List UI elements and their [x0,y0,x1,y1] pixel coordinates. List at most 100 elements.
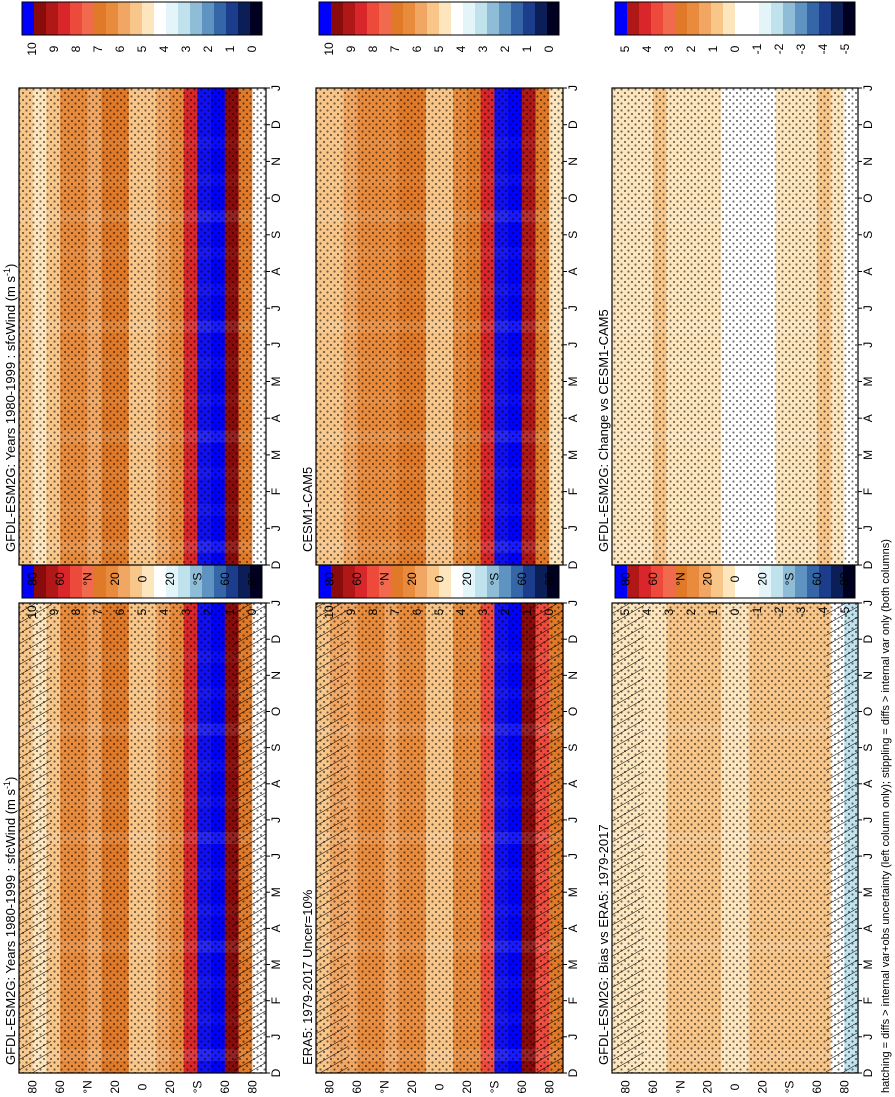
month-tick-label: J [861,853,875,859]
colorbar-tick-label: -1 [750,606,764,617]
month-tick-label: D [269,560,283,569]
panel-title-sup: -1 [2,268,12,276]
lat-tick-label: °S [783,573,797,586]
colorbar-tick-label: 0 [245,45,259,52]
colorbar-swatch [130,565,143,598]
colorbar-swatch [94,565,107,598]
month-tick-label: J [269,817,283,823]
lat-tick-label: °S [190,1081,204,1094]
month-tick-label: J [269,525,283,531]
colorbar-tick-label: 2 [201,45,215,52]
month-tick-label: D [861,635,875,644]
plot-frame [315,87,564,566]
month-tick-label: M [861,960,875,970]
month-tick-label: J [566,853,580,859]
colorbar-swatch [675,565,688,598]
colorbar-tick-label: 0 [542,45,556,52]
colorbar-swatch [807,2,820,35]
lat-tick-label: °N [673,572,687,585]
colorbar-tick-label: 3 [662,608,676,615]
panel-title-end: ) [3,264,18,268]
month-tick-label: J [861,817,875,823]
plot-frame [315,602,564,1074]
plot-frame [18,87,267,566]
colorbar-swatch [547,2,560,35]
colorbar-swatch [166,2,179,35]
colorbar-swatch [34,2,47,35]
colorbar-frame [614,1,856,36]
colorbar-tick-label: 5 [618,45,632,52]
colorbar-swatch [699,565,712,598]
colorbar-tick-label: -5 [838,606,852,617]
lat-tick-label: 80 [619,572,633,586]
colorbar-swatch [427,2,440,35]
colorbar-swatch [202,565,215,598]
month-tick-label: J [861,600,875,606]
colorbar-swatch [22,565,35,598]
colorbar-swatch [831,2,844,35]
colorbar-tick-label: 10 [322,42,336,56]
colorbar-swatch [451,565,464,598]
panel-title: ERA5: 1979-2017 Uncer=10% [300,889,315,1065]
month-tick-label: N [566,671,580,680]
month-tick-label: D [861,560,875,569]
colorbar-swatch [106,565,119,598]
colorbar-tick-label: 1 [520,608,534,615]
month-tick-label: J [861,525,875,531]
month-tick-label: J [269,1034,283,1040]
colorbar-swatch [118,2,131,35]
lat-tick-label: 80 [837,1080,851,1094]
colorbar-swatch [238,2,251,35]
lat-tick-label: 60 [646,572,660,586]
colorbar-tick-label: 1 [223,45,237,52]
month-tick-label: J [269,600,283,606]
colorbar-swatch [511,2,524,35]
colorbar-swatch [651,565,664,598]
stippling-overlay [316,603,563,1073]
month-tick-label: J [566,817,580,823]
colorbar-swatch [735,2,748,35]
lat-tick-label: 80 [837,572,851,586]
month-tick-label: M [861,377,875,387]
month-tick-label: M [566,960,580,970]
stippling-overlay [19,88,266,565]
month-tick-label: J [861,305,875,311]
colorbar-swatch [747,2,760,35]
lat-tick-label: 60 [53,572,67,586]
colorbar-tick-label: 1 [706,608,720,615]
month-tick-label: F [566,997,580,1004]
colorbar-swatch [615,2,628,35]
hatching-overlay [826,603,858,1073]
month-tick-label: O [566,193,580,202]
lat-tick-label: 80 [619,1080,633,1094]
colorbar-swatch [142,2,155,35]
colorbar-swatch [675,2,688,35]
colorbar-swatch [214,565,227,598]
month-tick-label: A [566,780,580,788]
colorbar-swatch [819,565,832,598]
lat-tick-label: 60 [218,1080,232,1094]
colorbar-swatch [319,565,332,598]
colorbar-swatch [355,2,368,35]
colorbar-swatch [511,565,524,598]
colorbar-tick-label: 6 [113,45,127,52]
colorbar-swatch [331,565,344,598]
colorbar-swatch [771,2,784,35]
colorbar-swatch [723,565,736,598]
colorbar-tick-label: 8 [69,45,83,52]
lat-tick-label: 80 [26,572,40,586]
colorbar-swatch [214,2,227,35]
colorbar-tick-label: 2 [201,608,215,615]
lat-tick-label: 60 [350,1080,364,1094]
hatching-overlay [530,603,563,1073]
month-tick-label: N [269,671,283,680]
lat-tick-label: 60 [350,572,364,586]
colorbar-swatch [379,565,392,598]
month-tick-label: A [269,267,283,275]
month-tick-label: F [269,997,283,1004]
panel-title: GFDL-ESM2G: Years 1980-1999 : sfcWind (m… [2,777,18,1065]
colorbar-swatch [250,565,263,598]
colorbar-swatch [106,2,119,35]
